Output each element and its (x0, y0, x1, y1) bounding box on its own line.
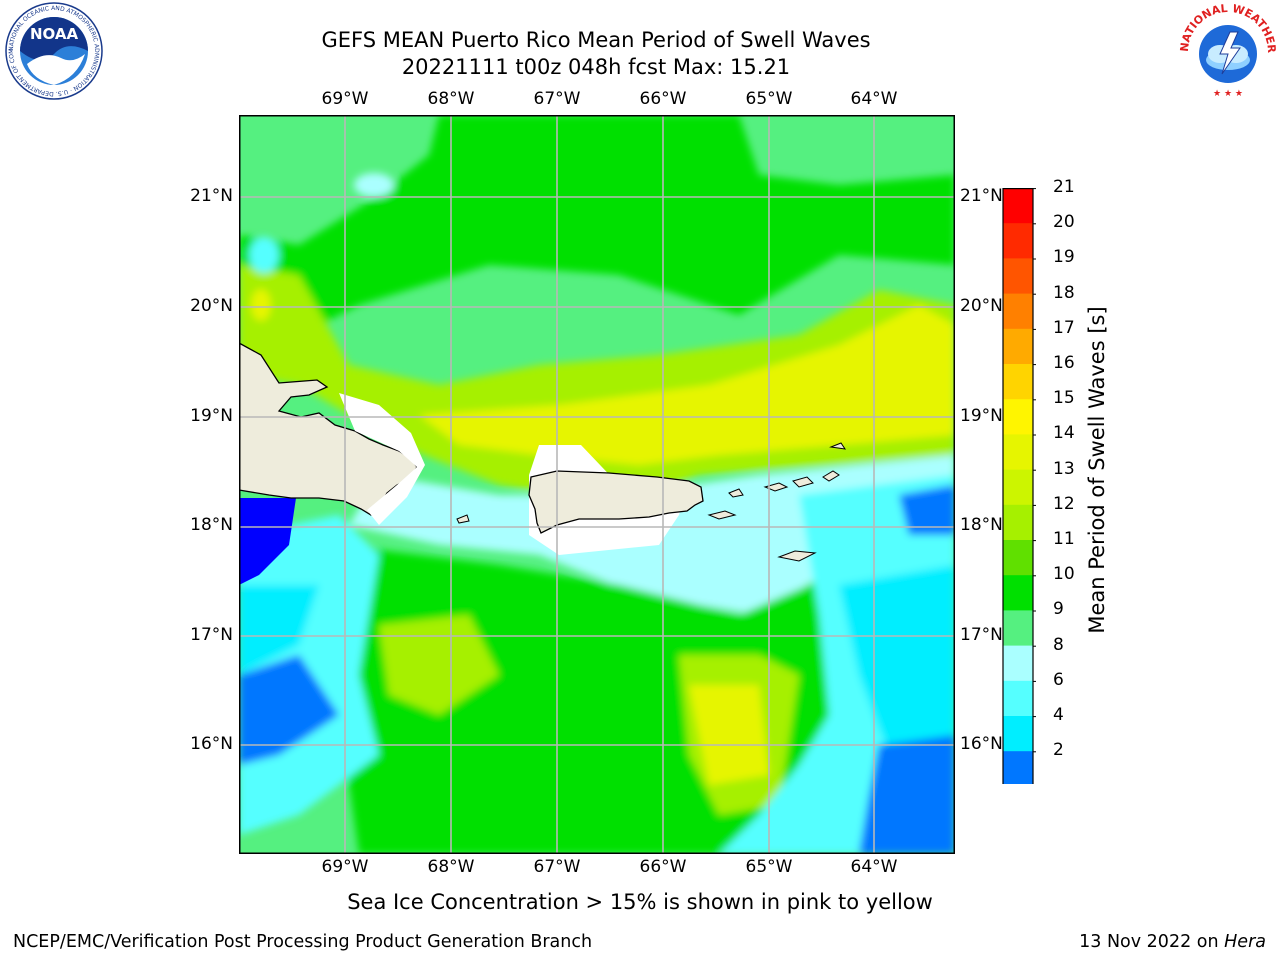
st-thomas-island (763, 482, 789, 492)
colorbar-tick-label: 6 (1053, 669, 1064, 690)
colorbar-tick-label: 2 (1053, 740, 1064, 761)
lon-label-top-66w: 66°W (639, 89, 687, 109)
colorbar-segment (1003, 504, 1033, 541)
colorbar-label: Mean Period of Swell Waves [s] (1085, 306, 1109, 634)
run-date: 13 Nov 2022 on Hera (1079, 932, 1266, 952)
colorbar-segment (1003, 223, 1033, 259)
lon-label-top-65w: 65°W (745, 89, 793, 109)
colorbar-segment (1003, 645, 1033, 682)
lon-label-top-67w: 67°W (533, 89, 581, 109)
lat-label-right-21n: 21°N (960, 186, 1003, 206)
sea-ice-caption: Sea Ice Concentration > 15% is shown in … (347, 890, 933, 914)
lat-label-left-18n: 18°N (190, 515, 233, 535)
colorbar-segment (1003, 716, 1033, 752)
mona-island (456, 514, 470, 524)
colorbar-tick-label: 8 (1053, 634, 1064, 655)
forecast-subtitle: 20221111 t00z 048h fcst Max: 15.21 (401, 55, 791, 79)
deep-blue-region (239, 498, 296, 585)
colorbar-tick-label: 14 (1053, 423, 1075, 444)
org-credit: NCEP/EMC/Verification Post Processing Pr… (13, 932, 593, 952)
colorbar-tick-label: 21 (1053, 177, 1075, 197)
map-gridlines (239, 115, 954, 853)
lon-label-bottom-64w: 64°W (850, 857, 898, 877)
colorbar-tick-label: 4 (1053, 705, 1064, 725)
virgin-gorda-island (822, 470, 840, 482)
colorbar-tick-label: 11 (1053, 529, 1075, 549)
colorbar-segment (1003, 364, 1033, 400)
colorbar-tick-label: 16 (1053, 353, 1075, 373)
lon-label-bottom-67w: 67°W (533, 857, 581, 877)
lat-label-right-20n: 20°N (960, 296, 1003, 316)
colorbar-tick-label: 18 (1053, 282, 1075, 303)
colorbar-segment (1003, 610, 1033, 647)
colorbar-tick-label: 12 (1053, 493, 1075, 514)
lon-label-top-64w: 64°W (850, 89, 898, 109)
colorbar-segment (1003, 469, 1033, 506)
lat-label-left-21n: 21°N (190, 186, 233, 206)
colorbar-segment (1003, 434, 1033, 471)
lat-label-left-16n: 16°N (190, 734, 233, 754)
colorbar-tick-label: 20 (1053, 212, 1075, 233)
lat-label-left-19n: 19°N (190, 406, 233, 426)
colorbar-segment (1003, 188, 1033, 224)
lat-label-right-17n: 17°N (960, 625, 1003, 645)
colorbar-segment (1003, 399, 1033, 435)
machine-name: Hera (1224, 932, 1266, 952)
colorbar-tick-label: 13 (1053, 458, 1075, 479)
colorbar-segment (1003, 293, 1033, 330)
run-date-text: 13 Nov 2022 on (1079, 932, 1225, 952)
colorbar (1002, 188, 1036, 784)
lon-label-bottom-68w: 68°W (427, 857, 475, 877)
lat-label-right-18n: 18°N (960, 515, 1003, 535)
colorbar-frame (1002, 188, 1034, 784)
lon-label-bottom-69w: 69°W (321, 857, 369, 877)
colorbar-tick-label: 17 (1053, 317, 1075, 338)
colorbar-tick-label: 19 (1053, 247, 1075, 268)
colorbar-segment (1003, 575, 1033, 611)
colorbar-tick-label: 15 (1053, 388, 1075, 409)
lat-label-left-20n: 20°N (190, 296, 233, 316)
vieques-island (728, 488, 744, 498)
anegada-island (829, 442, 847, 450)
colorbar-segment (1003, 540, 1033, 576)
puerto-rico-landmass (528, 470, 704, 534)
colorbar-segment (1003, 258, 1033, 295)
lat-label-right-19n: 19°N (960, 406, 1003, 426)
lon-label-top-69w: 69°W (321, 89, 369, 109)
colorbar-tick-label: 10 (1053, 564, 1075, 585)
nws-logo: NATIONAL WEATHER SERVICE ★ ★ ★ (1178, 2, 1278, 100)
culebra-island (707, 510, 737, 520)
lat-label-left-17n: 17°N (190, 625, 233, 645)
colorbar-segment (1003, 328, 1033, 365)
lat-label-right-16n: 16°N (960, 734, 1003, 754)
colorbar-segment (1003, 680, 1033, 717)
st-croix-island (777, 550, 817, 562)
lon-label-bottom-66w: 66°W (639, 857, 687, 877)
land-mask (339, 393, 425, 525)
colorbar-segment (1003, 751, 1033, 784)
lon-label-bottom-65w: 65°W (745, 857, 793, 877)
noaa-logo-text: NOAA (30, 25, 79, 43)
swell-period-map[interactable] (239, 115, 955, 854)
noaa-logo: NATIONAL OCEANIC AND ATMOSPHERIC ADMINIS… (5, 2, 103, 100)
page-title: GEFS MEAN Puerto Rico Mean Period of Swe… (321, 28, 871, 52)
tortola-island (792, 476, 814, 488)
map-frame (239, 115, 955, 854)
svg-text:★ ★ ★: ★ ★ ★ (1213, 89, 1243, 99)
lon-label-top-68w: 68°W (427, 89, 475, 109)
colorbar-tick-label: 9 (1053, 599, 1064, 620)
